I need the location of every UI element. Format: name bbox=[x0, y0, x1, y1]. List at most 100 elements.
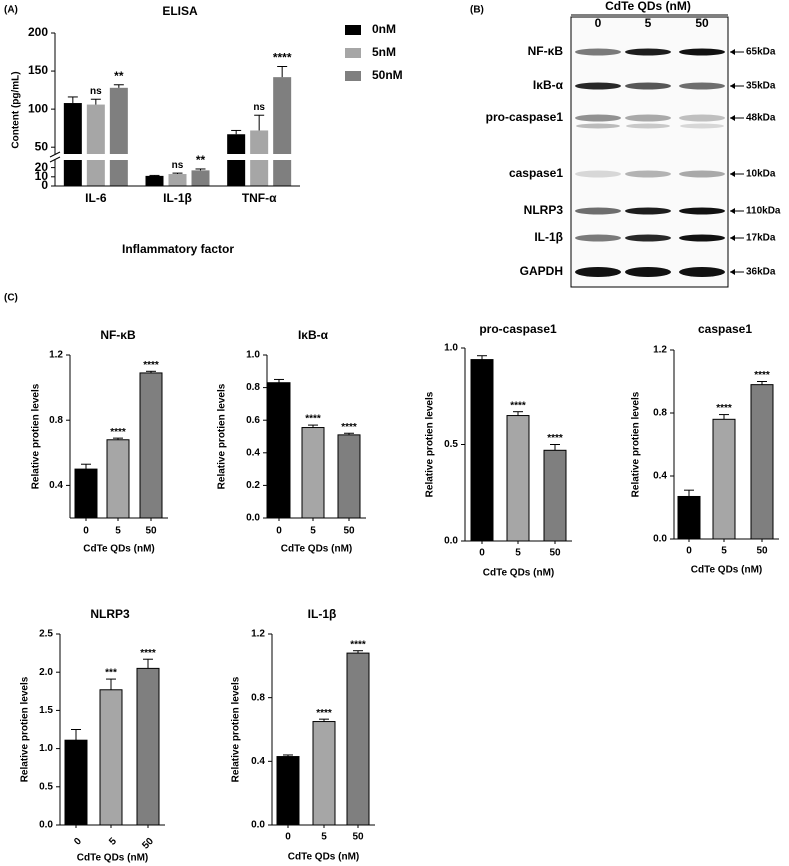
band bbox=[625, 82, 671, 90]
y-tick-label: 0.0 bbox=[246, 513, 260, 524]
chart-title: caspase1 bbox=[698, 322, 752, 336]
y-tick-label: 0.0 bbox=[251, 820, 265, 831]
y-tick-label: 0.6 bbox=[246, 415, 260, 426]
bar bbox=[191, 170, 210, 186]
y-tick-label: 100 bbox=[28, 101, 48, 115]
band bbox=[679, 48, 725, 56]
significance: **** bbox=[273, 51, 292, 65]
band bbox=[626, 123, 670, 129]
x-tick-label: 50 bbox=[549, 548, 561, 559]
x-tick-label: 0 bbox=[72, 836, 84, 848]
y-tick-label: 150 bbox=[28, 63, 48, 77]
bar bbox=[227, 134, 246, 186]
y-tick-label: 50 bbox=[35, 139, 49, 153]
legend-swatch bbox=[345, 48, 361, 58]
bar bbox=[86, 104, 105, 186]
y-tick-label: 1.2 bbox=[251, 629, 265, 640]
y-tick-label: 1.0 bbox=[246, 350, 260, 361]
chart-title: pro-caspase1 bbox=[479, 322, 557, 336]
band bbox=[680, 123, 724, 129]
size-label: 35kDa bbox=[746, 81, 776, 92]
y-axis-label: Relative protien levels bbox=[31, 383, 42, 489]
axis-break-gap bbox=[56, 154, 301, 160]
panel-label: (A) bbox=[4, 5, 18, 16]
protein-label: caspase1 bbox=[509, 166, 563, 180]
x-axis-label: CdTe QDs (nM) bbox=[483, 568, 554, 579]
arrow-head bbox=[730, 115, 735, 121]
bar bbox=[273, 77, 292, 186]
x-tick-label: 0 bbox=[276, 526, 282, 537]
band bbox=[625, 114, 671, 122]
x-tick-label: 0 bbox=[686, 546, 692, 557]
y-tick-label: 0.2 bbox=[246, 480, 260, 491]
x-tick-label: 0 bbox=[83, 526, 89, 537]
band bbox=[575, 82, 621, 90]
size-label: 48kDa bbox=[746, 113, 776, 124]
x-tick-label: 5 bbox=[321, 832, 327, 843]
significance: **** bbox=[754, 370, 770, 381]
y-tick-label: 1.2 bbox=[49, 350, 63, 361]
band bbox=[575, 114, 621, 122]
band bbox=[625, 170, 671, 178]
y-tick-label: 0.4 bbox=[653, 471, 667, 482]
bar bbox=[750, 384, 774, 540]
y-tick-label: 0.8 bbox=[49, 415, 63, 426]
y-axis-label: Relative protien levels bbox=[631, 391, 642, 497]
legend-label: 50nM bbox=[372, 68, 403, 82]
x-tick-label: 50 bbox=[140, 836, 156, 852]
y-tick-label: 1.0 bbox=[39, 743, 53, 754]
significance: ** bbox=[196, 153, 206, 167]
band bbox=[576, 123, 620, 129]
significance: **** bbox=[547, 433, 563, 444]
bar bbox=[136, 667, 160, 826]
legend-swatch bbox=[345, 25, 361, 35]
bar bbox=[64, 739, 88, 826]
x-tick-label: 5 bbox=[310, 526, 316, 537]
size-label: 65kDa bbox=[746, 47, 776, 58]
x-tick-label: 50 bbox=[352, 832, 364, 843]
size-label: 36kDa bbox=[746, 267, 776, 278]
x-axis-label: CdTe QDs (nM) bbox=[691, 565, 762, 576]
band bbox=[625, 267, 671, 277]
y-tick-label: 0.4 bbox=[246, 447, 260, 458]
legend-label: 5nM bbox=[372, 45, 396, 59]
y-tick-label: 0.4 bbox=[251, 756, 265, 767]
y-tick-label: 20 bbox=[35, 160, 49, 174]
size-label: 110kDa bbox=[746, 206, 781, 217]
bar bbox=[712, 418, 736, 540]
y-tick-label: 0.8 bbox=[653, 408, 667, 419]
y-tick-label: 1.0 bbox=[444, 343, 458, 354]
y-tick-label: 0.8 bbox=[251, 692, 265, 703]
y-tick-label: 2.0 bbox=[39, 667, 53, 678]
blot-title: CdTe QDs (nM) bbox=[605, 0, 691, 13]
significance: ns bbox=[253, 102, 265, 113]
bar bbox=[99, 689, 123, 826]
arrow-head bbox=[730, 171, 735, 177]
chart-title: ELISA bbox=[162, 4, 198, 18]
legend-swatch bbox=[345, 71, 361, 81]
band bbox=[679, 114, 725, 122]
x-tick-label: IL-1β bbox=[163, 191, 192, 205]
y-axis-label: Relative protien levels bbox=[425, 391, 436, 497]
x-axis-label: CdTe QDs (nM) bbox=[288, 852, 359, 863]
blot-frame bbox=[570, 16, 729, 288]
band bbox=[575, 170, 621, 178]
protein-label: GAPDH bbox=[520, 264, 563, 278]
x-axis-label: CdTe QDs (nM) bbox=[83, 544, 154, 555]
bar bbox=[267, 382, 291, 519]
band bbox=[679, 267, 725, 277]
y-tick-label: 0.0 bbox=[39, 820, 53, 831]
band bbox=[679, 82, 725, 90]
significance: ** bbox=[114, 69, 124, 83]
y-axis-label: Content (pg/mL) bbox=[11, 71, 22, 148]
x-tick-label: 5 bbox=[115, 526, 121, 537]
x-tick-label: 50 bbox=[145, 526, 157, 537]
bar bbox=[543, 449, 567, 542]
band bbox=[625, 234, 671, 242]
legend-label: 0nM bbox=[372, 22, 396, 36]
bar bbox=[677, 495, 701, 540]
protein-label: NLRP3 bbox=[524, 203, 564, 217]
significance: **** bbox=[350, 639, 366, 650]
y-axis-label: Relative protien levels bbox=[217, 383, 228, 489]
